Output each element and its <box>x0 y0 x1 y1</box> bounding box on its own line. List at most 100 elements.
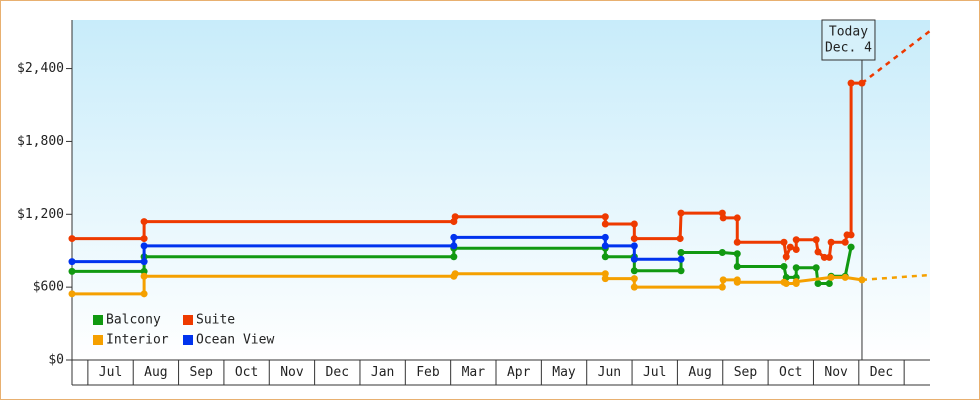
price-point <box>820 253 828 261</box>
price-point <box>847 79 855 87</box>
price-point <box>847 231 855 239</box>
legend-label: Suite <box>196 313 235 328</box>
today-box <box>821 19 876 61</box>
price-point <box>140 267 148 275</box>
price-point <box>858 79 866 87</box>
price-point <box>601 233 609 241</box>
forecast-line <box>861 273 931 282</box>
x-tick-label: Oct <box>779 365 802 380</box>
x-tick-label: Jan <box>371 365 394 380</box>
price-point <box>601 213 609 221</box>
price-point <box>827 273 835 281</box>
price-point <box>601 220 609 228</box>
today-label: Dec. 4 <box>825 41 872 56</box>
y-tick-label: $1,800 <box>17 134 64 149</box>
x-tick-label: Dec <box>326 365 349 380</box>
price-point <box>812 236 820 244</box>
price-point <box>140 235 148 243</box>
legend-label: Interior <box>106 333 169 348</box>
legend-swatch <box>93 335 103 345</box>
x-tick-label: Oct <box>235 365 258 380</box>
price-point <box>450 233 458 241</box>
y-tick-label: $2,400 <box>17 61 64 76</box>
price-point <box>718 249 726 257</box>
legend-swatch <box>183 315 193 325</box>
price-point <box>782 253 790 261</box>
price-point <box>718 283 726 291</box>
price-point <box>792 278 800 286</box>
price-point <box>140 290 148 298</box>
legend-label: Ocean View <box>196 333 274 348</box>
price-point <box>841 238 849 246</box>
price-point <box>812 264 820 272</box>
price-point <box>733 263 741 270</box>
price-point <box>677 267 685 275</box>
x-tick-label: Sep <box>190 365 214 380</box>
price-point <box>792 236 800 244</box>
price-point <box>847 243 855 251</box>
y-tick-label: $1,200 <box>17 207 64 222</box>
price-point <box>630 220 638 228</box>
price-point <box>450 242 458 250</box>
price-point <box>782 280 790 287</box>
y-tick-label: $0 <box>48 353 64 368</box>
x-tick-label: Apr <box>507 365 531 380</box>
price-point <box>780 238 788 246</box>
price-point <box>68 267 76 275</box>
price-point <box>630 267 638 275</box>
legend-label: Balcony <box>106 313 161 328</box>
price-point <box>677 209 685 217</box>
price-point <box>733 250 741 258</box>
x-tick-label: Jul <box>643 365 666 380</box>
price-point <box>719 276 727 284</box>
price-point <box>825 253 833 261</box>
x-tick-label: Feb <box>416 365 440 380</box>
price-point <box>733 238 741 246</box>
price-point <box>140 258 148 266</box>
x-tick-label: Jun <box>598 365 621 380</box>
price-line <box>72 235 682 264</box>
price-point <box>68 235 76 243</box>
price-point <box>140 218 148 226</box>
price-point <box>601 275 609 283</box>
x-tick-label: Mar <box>462 365 486 380</box>
x-tick-label: Nov <box>280 365 304 380</box>
price-point <box>858 276 866 284</box>
x-tick-label: Sep <box>734 365 758 380</box>
price-point <box>450 253 458 261</box>
price-point <box>780 263 788 270</box>
price-point <box>630 255 638 263</box>
price-point <box>792 246 800 253</box>
x-tick-label: Nov <box>824 365 848 380</box>
price-point <box>630 275 638 283</box>
price-point <box>140 242 148 250</box>
price-point <box>68 258 76 266</box>
price-point <box>814 248 822 256</box>
price-point <box>719 214 727 222</box>
y-tick-label: $600 <box>33 280 64 295</box>
price-point <box>601 253 609 261</box>
price-point <box>814 280 822 287</box>
x-tick-label: Dec <box>870 365 893 380</box>
price-point <box>676 235 684 243</box>
price-point <box>786 243 794 251</box>
price-point <box>733 214 741 222</box>
price-point <box>630 235 638 243</box>
price-point <box>733 278 741 286</box>
today-label: Today <box>829 25 868 40</box>
x-tick-label: Aug <box>688 365 711 380</box>
price-point <box>140 272 148 280</box>
price-point <box>630 242 638 250</box>
price-point <box>630 283 638 291</box>
x-tick-label: Jul <box>99 365 122 380</box>
price-point <box>677 249 685 257</box>
price-point <box>825 280 833 287</box>
x-tick-label: Aug <box>144 365 167 380</box>
price-point <box>68 290 76 298</box>
price-point <box>792 264 800 272</box>
x-tick-label: May <box>552 365 576 380</box>
legend-swatch <box>93 315 103 325</box>
price-point <box>451 270 459 278</box>
price-point <box>601 270 609 278</box>
